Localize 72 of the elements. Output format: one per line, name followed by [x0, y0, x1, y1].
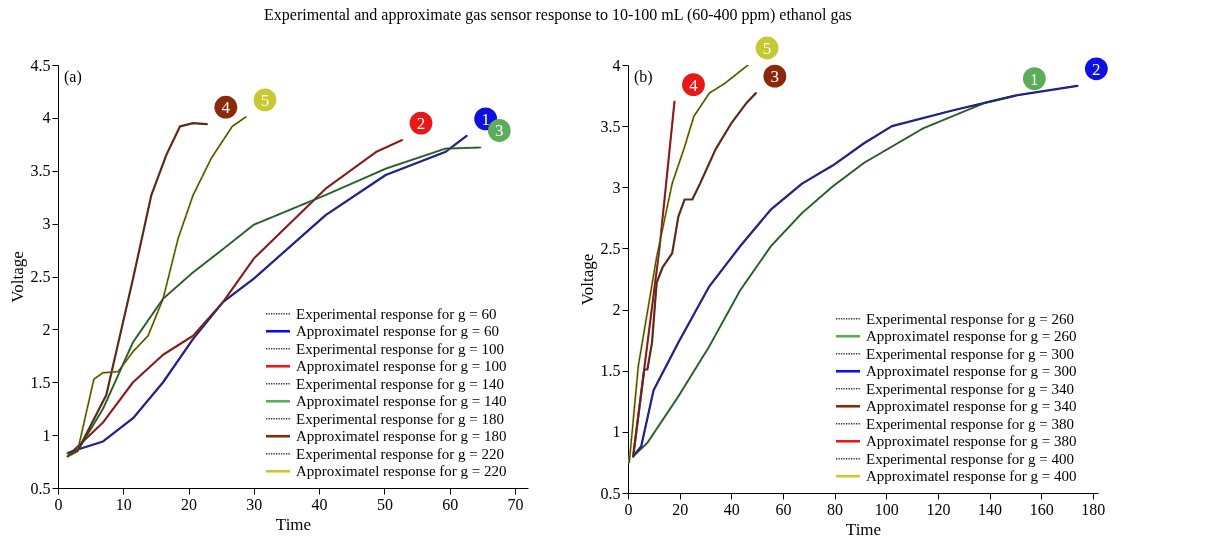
legend-label: Experimental response for g = 220 — [296, 445, 504, 462]
legend-label: Approximatel response for g = 260 — [866, 328, 1077, 345]
x-tick-label: 30 — [246, 495, 263, 513]
annotation: (b) — [634, 68, 653, 86]
annotation: 4 — [689, 75, 699, 95]
legend-label: Experimental response for g = 260 — [866, 310, 1074, 327]
y-tick-label: 2 — [612, 301, 621, 319]
legend-label: Approximatel response for g = 60 — [296, 323, 499, 340]
legend-label: Approximatel response for g = 400 — [866, 468, 1077, 485]
annotation: 2 — [1092, 59, 1101, 79]
y-tick-label: 4.5 — [30, 56, 51, 74]
chart-title: Experimental and approximate gas sensor response to 10-100 mL (60-400 ppm) ethanol gas — [264, 5, 852, 24]
x-tick-label: 60 — [442, 495, 459, 513]
annotation: 3 — [495, 121, 504, 141]
y-tick-label: 1.5 — [600, 362, 621, 380]
x-tick-label: 120 — [926, 500, 951, 518]
x-tick-label: 0 — [624, 500, 633, 518]
x-tick-label: 40 — [723, 500, 740, 518]
x-tick-label: 20 — [181, 495, 198, 513]
x-axis-title: Time — [845, 519, 882, 539]
legend-label: Approximatel response for g = 380 — [866, 433, 1077, 450]
annotation: (a) — [64, 68, 82, 86]
legend-label: Approximatel response for g = 100 — [296, 358, 507, 375]
x-tick-label: 50 — [376, 495, 393, 513]
x-axis-title: Time — [275, 514, 312, 534]
annotation: 2 — [416, 114, 426, 134]
annotation: 3 — [770, 67, 780, 87]
legend-label: Experimental response for g = 60 — [296, 305, 497, 322]
legend-label: Experimental response for g = 100 — [296, 340, 504, 357]
y-axis-title: Voltage — [7, 251, 27, 303]
legend-label: Approximatel response for g = 180 — [296, 428, 507, 445]
y-tick-label: 1 — [42, 426, 51, 444]
x-tick-label: 160 — [1029, 500, 1054, 518]
x-tick-label: 10 — [115, 495, 132, 513]
y-tick-label: 3 — [42, 215, 51, 233]
legend-label: Experimental response for g = 140 — [296, 375, 504, 392]
y-axis-title: Voltage — [577, 253, 597, 306]
legend-label: Experimental response for g = 340 — [866, 380, 1074, 397]
x-tick-label: 40 — [311, 495, 328, 513]
legend-label: Experimental response for g = 300 — [866, 345, 1074, 362]
x-tick-label: 100 — [874, 500, 899, 518]
x-tick-label: 80 — [827, 500, 844, 518]
legend-label: Approximatel response for g = 340 — [866, 398, 1077, 415]
legend-label: Experimental response for g = 400 — [866, 450, 1074, 467]
x-tick-label: 60 — [775, 500, 792, 518]
y-tick-label: 2.5 — [600, 239, 621, 257]
legend-label: Experimental response for g = 380 — [866, 415, 1074, 432]
x-tick-label: 180 — [1081, 500, 1106, 518]
y-tick-label: 4 — [42, 109, 51, 127]
x-tick-label: 0 — [54, 495, 63, 513]
x-tick-label: 20 — [672, 500, 689, 518]
y-tick-label: 0.5 — [600, 484, 621, 502]
annotation: 1 — [1030, 69, 1039, 89]
legend-label: Approximatel response for g = 220 — [296, 463, 507, 480]
x-tick-label: 140 — [978, 500, 1003, 518]
y-tick-label: 1 — [612, 423, 621, 441]
annotation: 5 — [260, 90, 270, 110]
y-tick-label: 4 — [612, 56, 621, 74]
legend-label: Approximatel response for g = 300 — [866, 363, 1077, 380]
annotation: 1 — [481, 109, 490, 129]
legend-label: Experimental response for g = 180 — [296, 410, 504, 427]
legend-label: Approximatel response for g = 140 — [296, 393, 507, 410]
y-tick-label: 2.5 — [30, 268, 51, 285]
y-tick-label: 3.5 — [600, 117, 621, 135]
text: 5 — [762, 39, 772, 58]
y-tick-label: 2 — [42, 320, 51, 338]
annotation: 4 — [221, 98, 231, 118]
y-tick-label: 3.5 — [30, 162, 51, 180]
y-tick-label: 3 — [612, 178, 621, 196]
y-tick-label: 1.5 — [30, 373, 51, 391]
y-tick-label: 0.5 — [30, 479, 51, 497]
x-tick-label: 70 — [507, 495, 524, 513]
